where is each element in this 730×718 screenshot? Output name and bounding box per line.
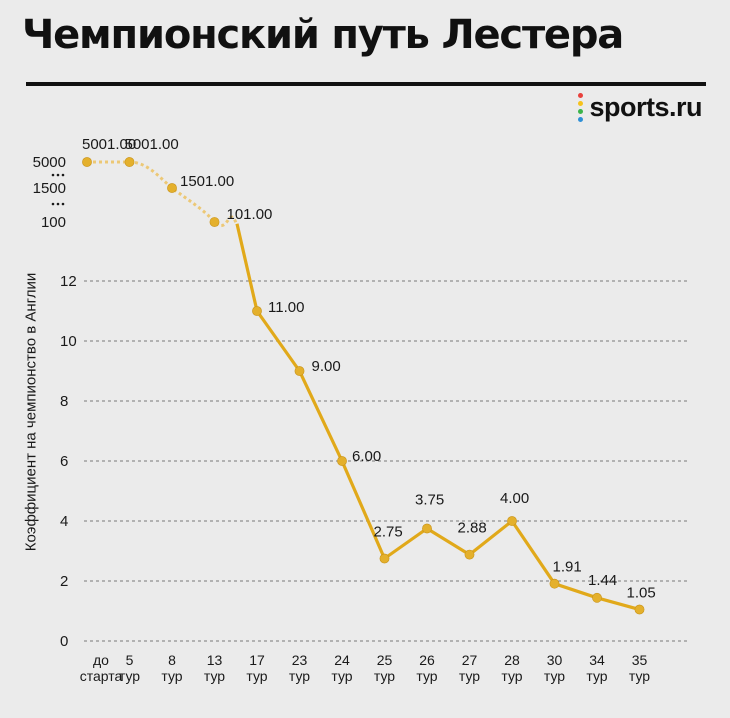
- data-label: 9.00: [312, 358, 341, 375]
- data-point: [252, 306, 262, 316]
- brand-dot: [578, 109, 584, 114]
- axis-break-dot: [51, 173, 55, 177]
- x-tick-label: 5 тур: [119, 652, 140, 684]
- data-point: [167, 183, 177, 193]
- data-label: 5001.00: [125, 136, 179, 153]
- y-tick-label: 4: [60, 513, 68, 530]
- x-tick-label: 28 тур: [501, 652, 522, 684]
- data-label: 2.88: [458, 520, 487, 537]
- data-label: 11.00: [268, 299, 304, 316]
- axis-break-dot: [51, 202, 55, 206]
- data-point: [634, 604, 645, 615]
- brand-logo: sports.ru: [578, 92, 702, 123]
- axis-break-dot: [61, 202, 65, 206]
- chart-title: Чемпионский путь Лестера: [22, 12, 624, 58]
- data-label: 1.05: [627, 585, 656, 602]
- x-tick-label: 25 тур: [374, 652, 395, 684]
- x-tick-label: до старта: [80, 652, 123, 684]
- brand-dot: [578, 93, 584, 98]
- x-tick-label: 8 тур: [161, 652, 182, 684]
- y-tick-label: 10: [60, 333, 77, 350]
- data-point: [592, 592, 602, 603]
- data-label: 3.75: [415, 492, 444, 509]
- x-tick-label: 34 тур: [586, 652, 607, 684]
- y-tick-label: 1500: [33, 180, 66, 197]
- y-tick-label: 0: [60, 633, 68, 650]
- title-divider: [26, 82, 706, 86]
- brand-dot: [578, 101, 584, 106]
- brand-dot: [578, 117, 584, 122]
- y-tick-label: 8: [60, 393, 68, 410]
- axis-break-dot: [56, 173, 60, 177]
- axis-break-dot: [56, 202, 60, 206]
- x-tick-label: 35 тур: [629, 652, 650, 684]
- series-line-faded: [87, 160, 238, 228]
- data-label: 5001.00: [82, 136, 136, 153]
- data-point: [294, 366, 305, 376]
- brand-name: sports.ru: [589, 92, 702, 122]
- data-point: [549, 578, 560, 589]
- x-tick-label: 23 тур: [289, 652, 310, 684]
- data-label: 1.91: [553, 559, 582, 576]
- data-point: [82, 157, 92, 167]
- x-tick-label: 26 тур: [416, 652, 437, 684]
- data-point: [507, 516, 517, 526]
- data-point: [124, 157, 135, 167]
- data-point: [464, 549, 475, 560]
- y-tick-label: 12: [60, 273, 77, 290]
- data-label: 6.00: [352, 448, 381, 465]
- data-label: 2.75: [374, 524, 403, 541]
- data-label: 1501.00: [180, 173, 234, 190]
- data-label: 4.00: [500, 490, 529, 507]
- x-tick-label: 27 тур: [459, 652, 480, 684]
- y-tick-label: 100: [41, 214, 66, 231]
- series-line: [235, 223, 640, 612]
- y-tick-label: 6: [60, 453, 68, 470]
- x-tick-label: 30 тур: [544, 652, 565, 684]
- axis-break-dot: [61, 173, 65, 177]
- data-point: [379, 553, 390, 564]
- x-tick-label: 17 тур: [246, 652, 267, 684]
- x-tick-label: 13 тур: [204, 652, 225, 684]
- data-point: [422, 523, 432, 534]
- data-label: 1.44: [588, 572, 617, 589]
- y-tick-label: 2: [60, 573, 68, 590]
- data-point: [337, 456, 347, 466]
- data-label: 101.00: [227, 206, 273, 223]
- brand-dots-icon: [578, 93, 584, 122]
- y-tick-label: 5000: [33, 154, 66, 171]
- data-point: [209, 217, 220, 227]
- x-tick-label: 24 тур: [331, 652, 352, 684]
